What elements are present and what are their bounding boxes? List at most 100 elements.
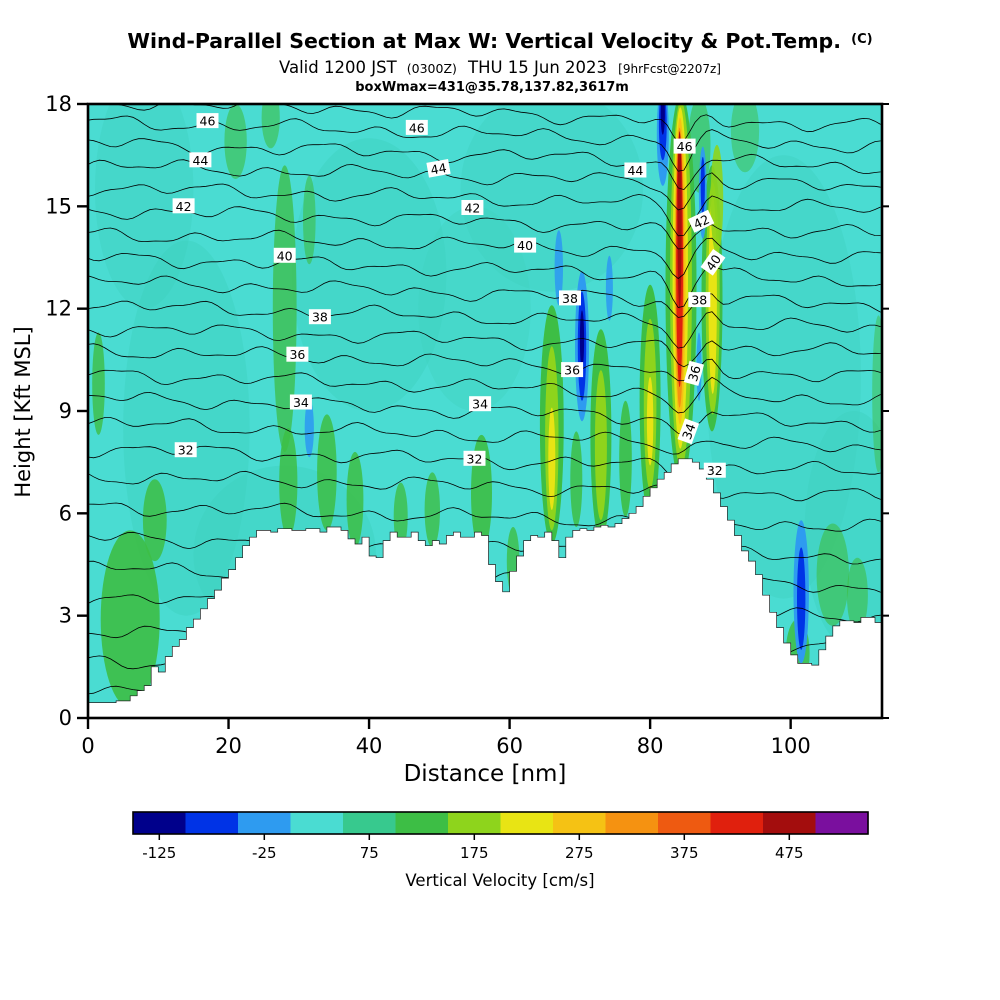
colorbar-title: Vertical Velocity [cm/s] [405,871,594,890]
contour-label: 44 [189,152,212,168]
colorbar-frame [132,811,869,835]
terrain-outline [88,458,882,703]
contour-label-value: 42 [176,199,192,214]
isentrope-line-37 [88,324,881,368]
contour-label-value: 44 [627,163,643,178]
colorbar-segment [710,812,764,834]
contour-label: 36 [683,360,705,386]
colorbar-segment [815,812,869,834]
chart-title: Wind-Parallel Section at Max W: Vertical… [127,29,872,53]
colorbar-segment [343,812,397,834]
w-feature-green [142,479,167,562]
contour-label-value: 32 [707,463,723,478]
w-feature-green [424,472,440,548]
w-feature-green [816,523,849,626]
isentrope-line-40 [88,253,881,308]
colorbar-tick-label: -25 [252,844,277,862]
w-feature-green [272,165,297,452]
contour-label: 42 [688,209,715,233]
colorbar-segment [448,812,502,834]
w-feature-darkred [677,131,682,309]
y-tick-label: 18 [45,92,72,116]
contour-label-value: 34 [293,395,309,410]
isentrope-line-44 [88,159,881,211]
isentrope-line-36 [88,343,881,383]
x-tick-label: 100 [771,734,811,758]
contour-label-value: 46 [200,114,216,129]
contour-label: 46 [196,113,219,129]
contour-label: 40 [514,237,537,253]
contour-label: 36 [561,362,584,378]
colorbar-tick-label: 75 [360,844,379,862]
x-tick-label: 60 [496,734,523,758]
contour-label: 38 [308,309,331,325]
w-feature-lblue [605,255,613,321]
valid-time-label: Valid 1200 JST [279,58,398,77]
w-feature-lblue [304,399,314,458]
y-tick-label: 0 [59,706,72,730]
contour-label: 32 [703,462,726,478]
colorbar-tick-label: 175 [460,844,489,862]
w-feature-blue [797,547,806,650]
contour-label-value: 46 [409,120,425,135]
contour-label: 42 [461,200,484,216]
contour-label-value: 32 [178,443,194,458]
contour-label-value: 38 [562,291,578,306]
contour-label-value: 44 [429,160,447,178]
contour-label: 46 [405,119,428,135]
contour-label-value: 34 [472,397,488,412]
forecast-tag: [9hrFcst@2207z] [618,62,721,76]
contour-label-value: 38 [312,310,328,325]
x-tick-label: 40 [356,734,383,758]
w-feature-green [92,332,105,435]
w-feature-navy [579,310,585,369]
contour-label-value: 36 [564,363,580,378]
w-feature-navy [660,104,665,135]
w-feature-blue [700,156,705,215]
contour-label-value: 38 [691,293,707,308]
max-w-annotation: boxWmax=431@35.78,137.82,3617m [355,80,629,95]
isentrope-line-47 [113,104,881,143]
contour-label: 32 [174,442,197,458]
x-tick-label: 0 [81,734,94,758]
x-tick-label: 20 [215,734,242,758]
w-feature-yellow [548,407,556,510]
isentrope-line-39 [88,275,881,318]
colorbar-segment [290,812,344,834]
w-feature-green [730,104,760,173]
w-feature-ygreen [710,144,724,255]
colorbar-tick-label: 375 [670,844,699,862]
colorbar-segment [605,812,659,834]
y-tick-label: 3 [59,604,72,628]
contour-label: 44 [426,159,451,178]
contour-label-value: 34 [679,421,699,441]
contour-label: 46 [673,138,696,154]
isentrope-line-31 [88,470,881,502]
contour-label: 34 [677,418,700,445]
w-feature-teal [95,104,194,309]
w-feature-green [224,104,247,179]
colorbar-tick-label: 275 [565,844,594,862]
valid-utc-label: (0300Z) [407,61,457,76]
colorbar-segment [553,812,607,834]
isentrope-line-42 [88,206,881,250]
contour-label: 40 [700,249,726,276]
w-feature-green [846,557,868,633]
chart-subtitle: Valid 1200 JST (0300Z) THU 15 Jun 2023 [… [279,58,721,77]
contour-label-value: 46 [677,139,693,154]
colorbar-tick-label: 475 [775,844,804,862]
contour-label: 42 [172,198,195,214]
x-axis-title: Distance [nm] [404,761,567,787]
chart-title-unit: (C) [851,32,872,47]
y-axis-title: Height [Kft MSL] [11,326,35,497]
colorbar-segment [133,812,187,834]
w-feature-green [570,431,583,527]
isentrope-line-35 [88,369,881,414]
contour-label: 40 [273,247,296,263]
contour-label-value: 44 [192,153,208,168]
contour-label: 38 [559,290,581,306]
contour-label-value: 40 [277,248,293,263]
colorbar-tick-label: -125 [142,844,176,862]
colorbar-segment [658,812,712,834]
